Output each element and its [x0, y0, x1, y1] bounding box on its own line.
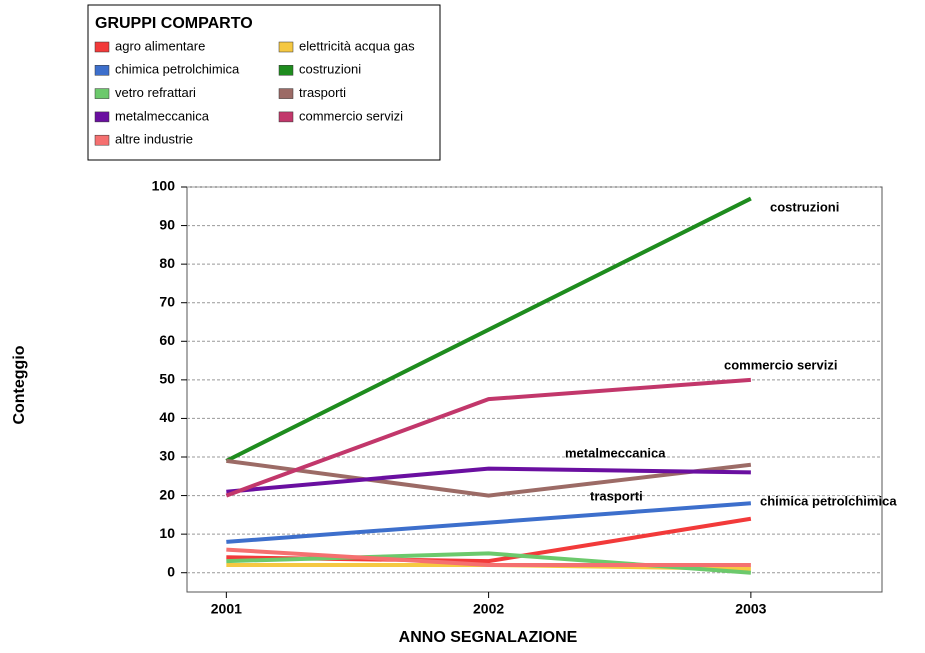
legend-swatch	[94, 134, 110, 146]
legend-swatch	[94, 88, 110, 99]
series-line	[225, 377, 752, 498]
annotation: trasporti	[590, 488, 643, 503]
y-tick-label: 30	[159, 448, 175, 464]
series-line	[226, 547, 751, 567]
legend-swatch	[94, 65, 110, 76]
y-tick-label: 90	[159, 216, 175, 232]
y-axis-title: Conteggio	[11, 345, 28, 424]
series-line	[226, 458, 752, 498]
legend-swatch	[278, 111, 294, 123]
legend-label: elettricità acqua gas	[299, 38, 415, 53]
y-tick-label: 0	[167, 563, 175, 579]
legend-label: vetro refrattari	[115, 85, 196, 100]
y-tick-label: 60	[159, 332, 175, 348]
legend-label: commercio servizi	[299, 108, 403, 123]
plot-frame	[186, 186, 883, 593]
legend-label: metalmeccanica	[115, 108, 210, 123]
series-line	[226, 501, 752, 544]
legend-box	[87, 4, 441, 161]
legend-swatch	[94, 111, 110, 123]
annotation: commercio servizi	[724, 357, 837, 372]
series-line	[225, 196, 752, 463]
legend-swatch	[278, 65, 294, 76]
legend-swatch	[278, 41, 294, 53]
x-tick-label: 2001	[211, 601, 242, 617]
legend-swatch	[278, 88, 294, 99]
legend-title: GRUPPI COMPARTO	[95, 15, 253, 32]
y-tick-label: 20	[159, 486, 175, 502]
y-tick-label: 40	[159, 409, 175, 425]
series-line	[226, 466, 751, 494]
y-tick-label: 50	[159, 371, 175, 387]
legend-label: altre industrie	[115, 132, 193, 147]
y-tick-label: 10	[159, 525, 175, 541]
legend-label: agro alimentare	[115, 38, 205, 53]
y-tick-label: 80	[159, 255, 175, 271]
y-tick-label: 70	[159, 293, 175, 309]
x-tick-label: 2002	[473, 601, 504, 617]
x-axis-title: ANNO SEGNALAZIONE	[399, 629, 578, 646]
legend-swatch	[94, 41, 110, 53]
legend-label: costruzioni	[299, 62, 361, 77]
annotation: chimica petrolchimica	[760, 493, 897, 508]
x-tick-label: 2003	[735, 601, 766, 617]
y-tick-label: 100	[152, 178, 176, 194]
annotation: metalmeccanica	[565, 445, 666, 460]
legend-label: chimica petrolchimica	[115, 62, 240, 77]
legend-label: trasporti	[299, 85, 346, 100]
annotation: costruzioni	[770, 199, 839, 214]
